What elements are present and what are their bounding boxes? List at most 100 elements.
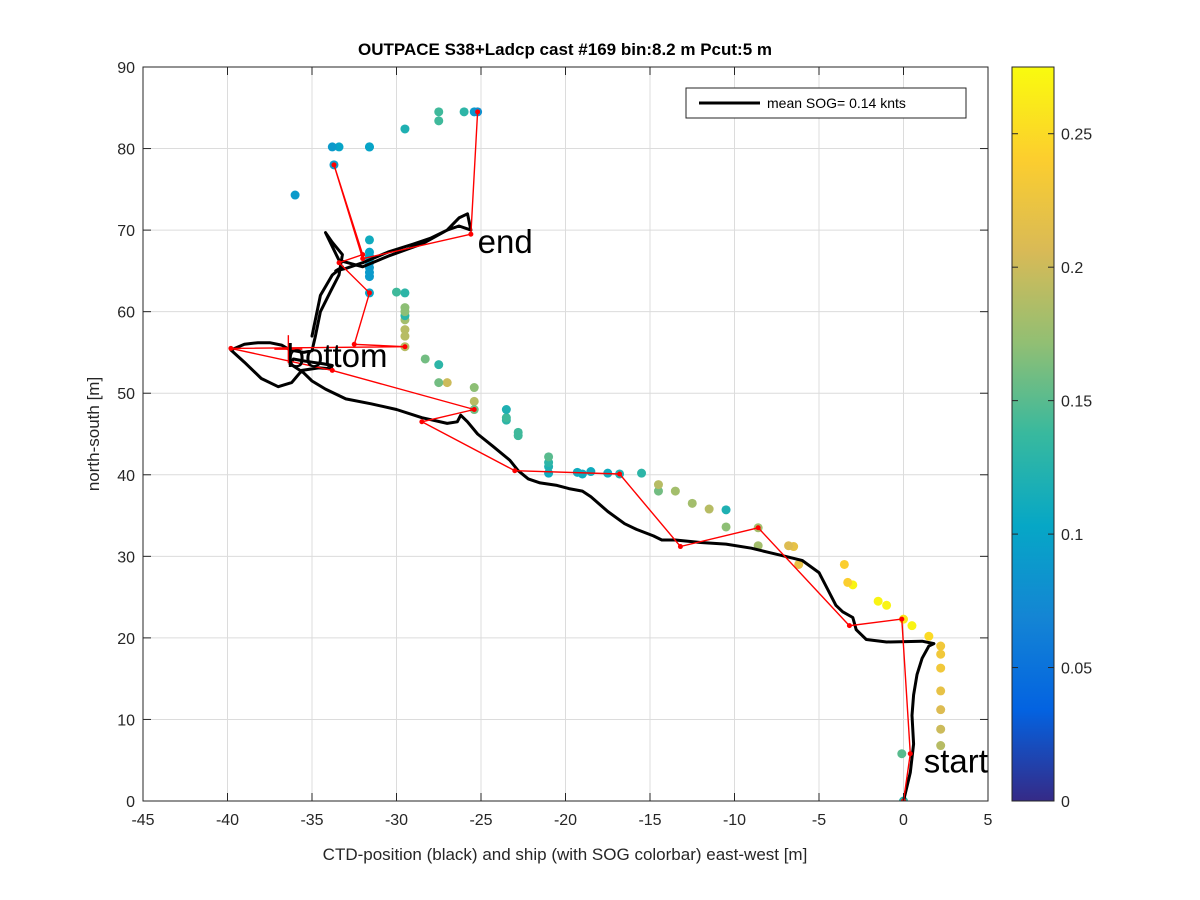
- ship-point: [936, 741, 946, 751]
- y-tick-label: 50: [117, 386, 135, 403]
- ship-point: [442, 378, 452, 388]
- ship-point: [501, 413, 511, 423]
- colorbar-ticks: 0 0.05 0.1 0.15 0.2 0.25: [1012, 127, 1092, 811]
- x-tick-label: 5: [984, 812, 993, 829]
- x-tick-label: -10: [723, 812, 746, 829]
- x-tick-label: -45: [131, 812, 154, 829]
- ship-point: [327, 142, 337, 152]
- ship-point: [721, 522, 731, 532]
- ship-point: [400, 124, 410, 134]
- ship-point: [459, 107, 469, 117]
- ladcp-point: [336, 260, 342, 266]
- ladcp-point: [329, 367, 335, 373]
- ship-point: [843, 577, 853, 587]
- ship-point: [392, 287, 401, 297]
- y-tick-label: 90: [117, 60, 135, 77]
- annotation-start: start: [924, 742, 988, 779]
- ladcp-point: [331, 162, 337, 168]
- ship-point: [936, 724, 946, 734]
- ship-point: [907, 621, 917, 631]
- ship-point: [882, 600, 892, 610]
- ship-point: [400, 288, 410, 298]
- ladcp-point: [677, 544, 683, 550]
- ship-point: [400, 331, 410, 341]
- ladcp-point: [468, 231, 474, 237]
- y-tick-label: 60: [117, 305, 135, 322]
- ladcp-point: [899, 616, 905, 622]
- colorbar: 0 0.05 0.1 0.15 0.2 0.25: [1011, 66, 1092, 811]
- annotations: start bottom end: [287, 223, 988, 780]
- ship-point: [936, 686, 946, 696]
- ship-point: [721, 505, 731, 515]
- annotation-end: end: [478, 223, 533, 260]
- y-tick-label: 70: [117, 223, 135, 240]
- x-tick-label: -35: [300, 812, 323, 829]
- y-tick-label: 30: [117, 549, 135, 566]
- ship-point: [794, 559, 804, 569]
- y-tick-label: 40: [117, 468, 135, 485]
- ship-point: [400, 307, 410, 317]
- y-tick-label: 10: [117, 712, 135, 729]
- ship-point: [364, 142, 374, 152]
- ship-point: [936, 649, 946, 659]
- ship-point: [364, 247, 374, 257]
- ship-point: [653, 480, 663, 490]
- ship-point: [400, 325, 410, 335]
- ladcp-point: [907, 751, 913, 757]
- plot-layer: [228, 107, 946, 801]
- ladcp-point: [228, 345, 234, 351]
- ship-point: [897, 749, 907, 759]
- ladcp-point: [360, 256, 366, 262]
- x-tick-label: -15: [638, 812, 661, 829]
- x-tick-label: -30: [385, 812, 408, 829]
- ship-point: [586, 467, 596, 477]
- ship-point: [469, 383, 479, 393]
- ship-point: [936, 705, 946, 715]
- ship-point: [434, 360, 444, 370]
- axis-ticks: [142, 66, 989, 802]
- ladcp-point: [419, 419, 425, 425]
- x-tick-label: 0: [899, 812, 908, 829]
- ship-point: [687, 498, 697, 508]
- colorbar-tick-label: 0.25: [1061, 127, 1092, 144]
- legend: mean SOG= 0.14 knts: [685, 87, 967, 119]
- ladcp-point: [755, 525, 761, 531]
- ship-point: [704, 504, 714, 514]
- ship-point: [434, 378, 444, 388]
- ship-point: [873, 596, 883, 606]
- x-tick-label: -20: [554, 812, 577, 829]
- ladcp-point: [617, 471, 623, 477]
- ship-point: [653, 486, 663, 496]
- x-tick-label: -5: [812, 812, 826, 829]
- ship-point: [839, 559, 849, 569]
- ship-point: [334, 142, 344, 152]
- colorbar-tick-label: 0.05: [1061, 661, 1092, 678]
- ladcp-point: [402, 344, 408, 350]
- ladcp-point: [846, 623, 852, 629]
- colorbar-tick-label: 0.2: [1061, 260, 1083, 277]
- ladcp-point: [360, 252, 366, 258]
- ship-point: [784, 541, 794, 551]
- colorbar-tick-label: 0.15: [1061, 394, 1092, 411]
- x-tick-label: -40: [216, 812, 239, 829]
- colorbar-tick-label: 0: [1061, 794, 1070, 811]
- annotation-bottom: bottom: [287, 337, 388, 374]
- legend-entry: mean SOG= 0.14 knts: [767, 95, 906, 111]
- chart-title: OUTPACE S38+Ladcp cast #169 bin:8.2 m Pc…: [358, 40, 772, 59]
- y-tick-label: 20: [117, 631, 135, 648]
- axis-tick-labels: -45 -40 -35 -30 -25 -20 -15 -10 -5 0 5010203040506…: [117, 60, 992, 829]
- x-tick-label: -25: [469, 812, 492, 829]
- colorbar-gradient: [1011, 66, 1055, 802]
- y-tick-label: 0: [126, 794, 135, 811]
- ship-point: [936, 663, 946, 673]
- y-tick-label: 80: [117, 142, 135, 159]
- x-axis-label: CTD-position (black) and ship (with SOG …: [323, 845, 808, 864]
- ship-point: [501, 405, 511, 415]
- ship-point: [637, 468, 647, 478]
- ship-point: [434, 116, 444, 126]
- ship-point: [936, 641, 946, 651]
- y-axis-label: north-south [m]: [84, 377, 103, 491]
- ladcp-point: [366, 290, 372, 296]
- ship-point: [434, 107, 444, 117]
